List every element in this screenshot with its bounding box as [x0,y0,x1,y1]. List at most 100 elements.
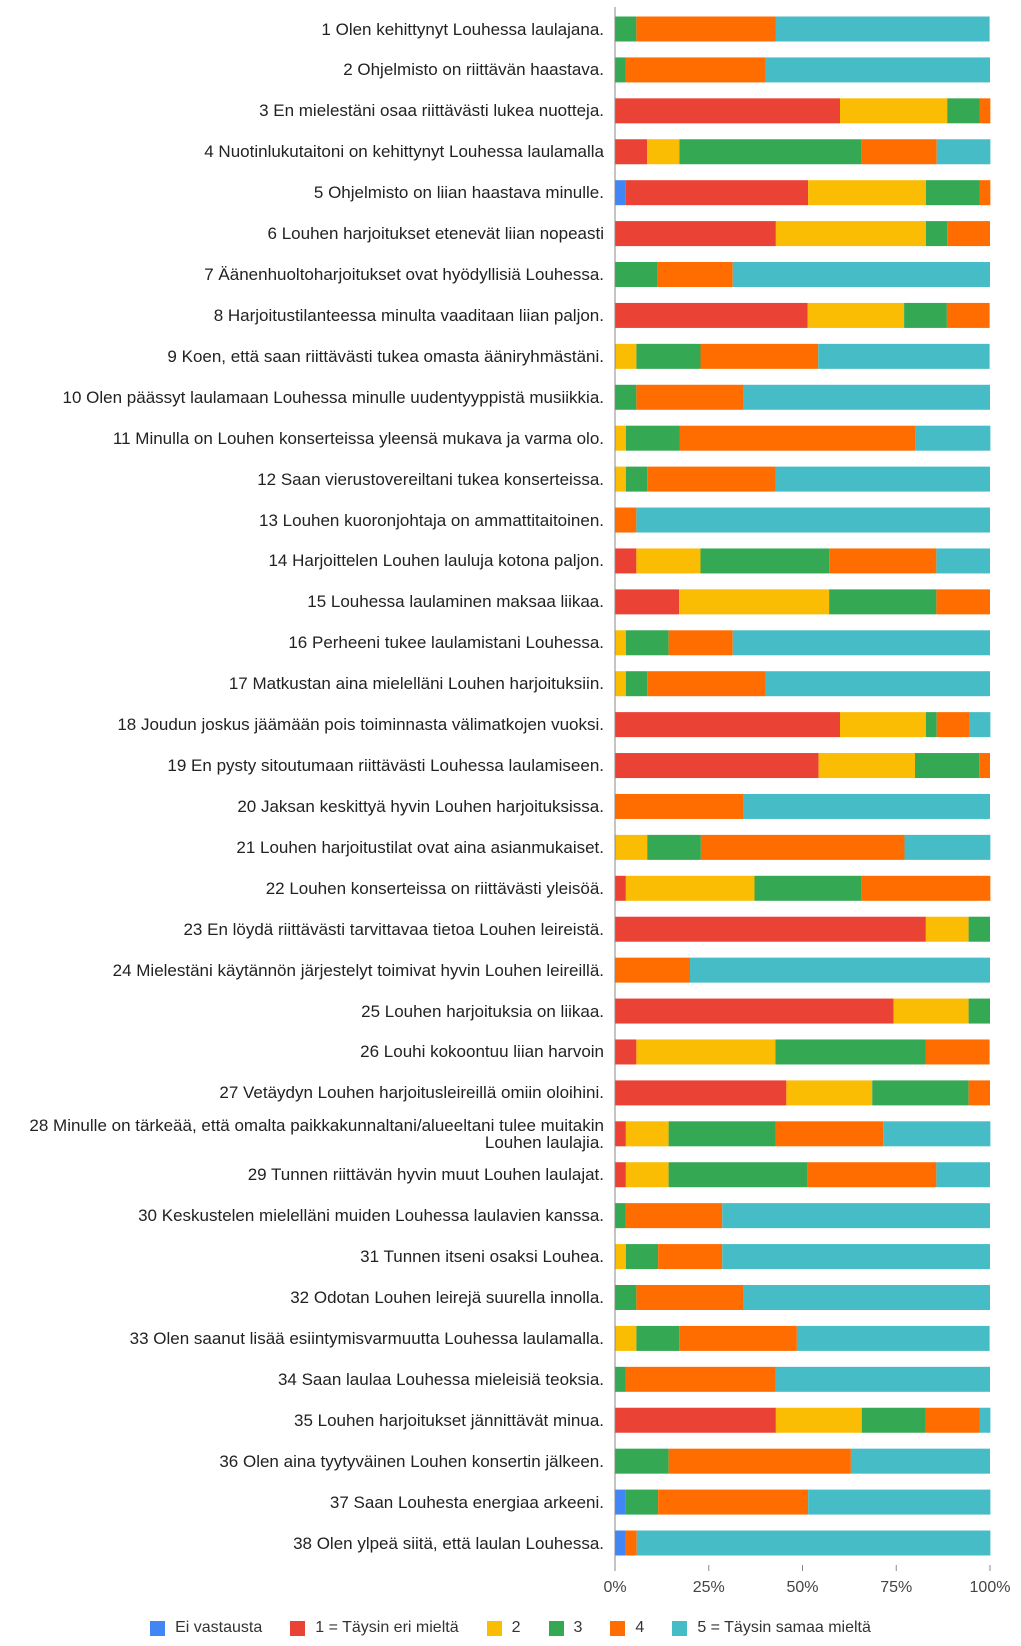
bar-segment [625,1162,669,1188]
category-text: 27 Vetäydyn Louhen harjoitusleireillä om… [219,1083,604,1103]
bar-segment [679,589,830,615]
legend-label: 4 [635,1619,645,1636]
category-text: 29 Tunnen riittävän hyvin muut Louhen la… [247,1165,604,1185]
bar-segment [615,671,626,697]
category-label: 27 Vetäydyn Louhen harjoitusleireillä om… [0,1073,604,1113]
bar-segment [615,1489,626,1515]
bar-segment [722,1203,990,1229]
bar-segment [925,916,969,942]
category-text: 38 Olen ylpeä siitä, että laulan Louhess… [293,1533,604,1553]
bar-segment [615,916,926,942]
bar-segment [679,425,916,451]
bar-segment [615,343,637,369]
bar-segment [968,916,990,942]
category-text: 35 Louhen harjoitukset jännittävät minua… [294,1410,604,1430]
bar-segment [625,57,765,83]
category-text: 23 En löydä riittävästi tarvittavaa tiet… [183,919,604,939]
bar-segment [968,1080,990,1106]
bar-segment [636,384,744,410]
bar-segment [625,671,648,697]
legend-label: 3 [573,1619,583,1636]
category-text: 4 Nuotinlukutaitoni on kehittynyt Louhes… [204,142,604,162]
bar-segment [625,180,809,206]
bar-segment [936,548,990,574]
bar-segment [615,302,808,328]
category-text: 19 En pysty sitoutumaan riittävästi Louh… [167,756,604,776]
bar-segment [658,1489,809,1515]
legend-label: 2 [511,1619,521,1636]
bar-segment [615,957,690,983]
category-text: 12 Saan vierustovereiltani tukea konsert… [257,469,604,489]
category-text: 36 Olen aina tyytyväinen Louhen konserti… [219,1451,604,1471]
category-label: 37 Saan Louhesta energiaa arkeeni. [0,1482,604,1522]
category-label: 33 Olen saanut lisää esiintymisvarmuutta… [0,1318,604,1358]
bar-segment [743,793,990,819]
legend-item: 1 = Täysin eri mieltä [290,1619,459,1637]
bar-segment [840,712,926,738]
bar-segment [947,221,990,247]
bar-segment [775,221,926,247]
category-label: 21 Louhen harjoitustilat ovat aina asian… [0,827,604,867]
bar-segment [636,16,776,42]
bar-segment [647,671,765,697]
bar-segment [615,262,658,288]
bar-segment [861,1407,926,1433]
category-label: 4 Nuotinlukutaitoni on kehittynyt Louhes… [0,132,604,172]
bar-segment [690,957,990,983]
category-text: 22 Louhen konserteissa on riittävästi yl… [265,878,604,898]
legend-swatch [486,1620,502,1636]
bar-segment [668,1121,776,1147]
bar-segment [615,507,637,533]
bar-segment [936,139,991,165]
bar-segment [636,343,701,369]
bar-segment [625,1244,659,1270]
category-label: 23 En löydä riittävästi tarvittavaa tiet… [0,909,604,949]
bar-segment [893,998,969,1024]
bar-segment [915,753,980,779]
legend-label: Ei vastausta [175,1619,263,1636]
bar-segment [775,16,990,42]
category-label: 29 Tunnen riittävän hyvin muut Louhen la… [0,1155,604,1195]
bar-segment [657,262,733,288]
x-tick-label: 75% [880,1579,912,1596]
bar-segment [636,507,990,533]
bar-segment [807,302,905,328]
bar-segment [947,98,980,124]
bar-segment [969,712,991,738]
category-label: 16 Perheeni tukee laulamistani Louhessa. [0,623,604,663]
legend-item: 2 [486,1619,521,1637]
bar-segment [775,1121,884,1147]
category-text: 26 Louhi kokoontuu liian harvoin [360,1042,604,1062]
bar-segment [808,1489,991,1515]
legend-swatch [150,1620,166,1636]
bar-segment [979,1407,991,1433]
category-label: 2 Ohjelmisto on riittävän haastava. [0,50,604,90]
bar-segment [808,180,926,206]
bar-segment [840,98,948,124]
x-tick-label: 25% [693,1579,725,1596]
category-label: 13 Louhen kuoronjohtaja on ammattitaitoi… [0,500,604,540]
legend-label: 5 = Täysin samaa mieltä [697,1619,871,1636]
bar-segment [722,1244,990,1270]
bar-segment [615,425,626,451]
category-label: 10 Olen päässyt laulamaan Louhessa minul… [0,377,604,417]
legend: Ei vastausta 1 = Täysin eri mieltä 2 3 4 5 = … [0,1619,1021,1637]
bar-segment [979,180,991,206]
category-label: 9 Koen, että saan riittävästi tukea omas… [0,336,604,376]
category-text: 15 Louhessa laulaminen maksaa liikaa. [307,592,604,612]
bar-segment [979,98,991,124]
bar-segment [615,221,776,247]
bar-segment [636,1039,776,1065]
category-label: 25 Louhen harjoituksia on liikaa. [0,991,604,1031]
x-tick-label: 50% [786,1579,818,1596]
bar-segment [743,1284,990,1310]
bar-segment [679,1325,797,1351]
bar-segment [625,630,669,656]
category-text: 18 Joudun joskus jäämään pois toiminnast… [117,715,604,735]
bar-segment [786,1080,873,1106]
category-text: 3 En mielestäni osaa riittävästi lukea n… [259,101,604,121]
category-text: 21 Louhen harjoitustilat ovat aina asian… [236,837,604,857]
category-text: 20 Jaksan keskittyä hyvin Louhen harjoit… [237,796,604,816]
